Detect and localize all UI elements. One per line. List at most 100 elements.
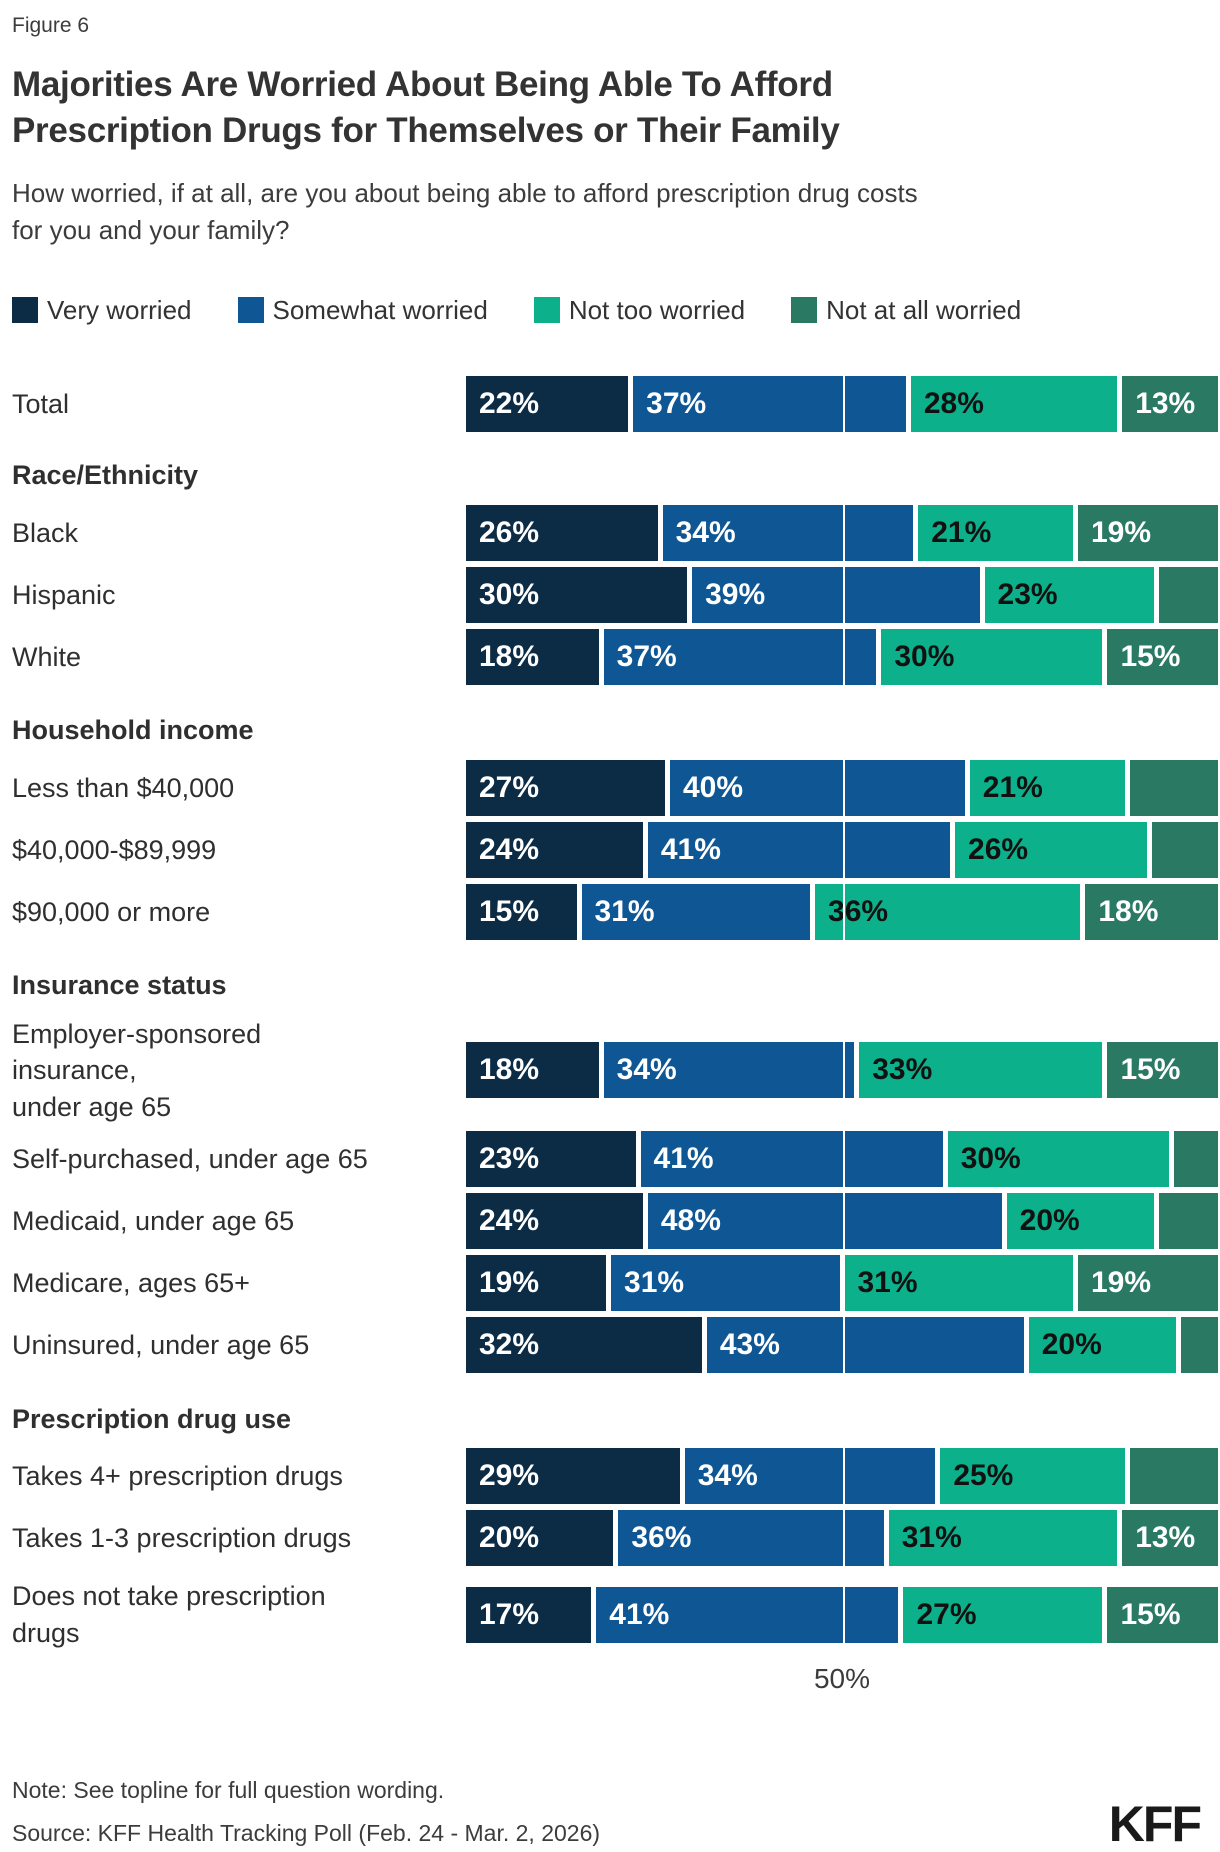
segment-value-label: 37% — [616, 639, 677, 673]
row-label: Does not take prescription drugs — [12, 1581, 326, 1648]
bar-segment-very-worried[interactable]: 23% — [466, 1131, 636, 1188]
bar-segment-very-worried[interactable]: 18% — [466, 628, 599, 685]
segment-value-label: 33% — [872, 1053, 933, 1087]
segment-value-label: 40% — [682, 770, 744, 804]
bar-segment-not-at-all-worried[interactable]: 19% — [1077, 504, 1218, 561]
bar-segment-not-at-all-worried[interactable] — [1129, 1448, 1218, 1505]
stacked-bar: 30% 39% 23% — [466, 566, 1218, 623]
segment-value-label: 15% — [1120, 1597, 1181, 1631]
bar-segment-somewhat-worried[interactable]: 48% — [647, 1193, 1002, 1250]
bar-segment-not-at-all-worried[interactable]: 13% — [1122, 1510, 1218, 1567]
legend-label: Very worried — [47, 294, 192, 325]
bar-segment-not-at-all-worried[interactable]: 18% — [1085, 883, 1218, 940]
legend-swatch-icon — [12, 297, 38, 324]
bar-segment-not-at-all-worried[interactable]: 19% — [1077, 1255, 1218, 1312]
bar-segment-not-too-worried[interactable]: 23% — [984, 566, 1155, 623]
bar-segment-very-worried[interactable]: 20% — [466, 1510, 614, 1567]
bar-segment-not-at-all-worried[interactable]: 13% — [1122, 375, 1218, 432]
bar-segment-very-worried[interactable]: 27% — [466, 759, 665, 816]
bar-segment-very-worried[interactable]: 15% — [466, 883, 577, 940]
bar-segment-not-too-worried[interactable]: 20% — [1028, 1317, 1177, 1374]
stacked-bar: 32% 43% 20% — [466, 1317, 1218, 1374]
chart-row: Medicaid, under age 65 24% 48% 20% — [12, 1193, 1218, 1250]
bar-segment-somewhat-worried[interactable]: 39% — [692, 566, 980, 623]
bar-segment-very-worried[interactable]: 29% — [466, 1448, 680, 1505]
bar-segment-not-too-worried[interactable]: 36% — [815, 883, 1081, 940]
bar-segment-not-at-all-worried[interactable] — [1159, 566, 1218, 623]
bar-segment-not-too-worried[interactable]: 30% — [947, 1131, 1169, 1188]
bar-segment-somewhat-worried[interactable]: 41% — [596, 1586, 899, 1643]
section-header: Household income — [12, 715, 254, 746]
bar-segment-not-too-worried[interactable]: 30% — [881, 628, 1103, 685]
bar-segment-somewhat-worried[interactable]: 41% — [640, 1131, 943, 1188]
stacked-bar: 18% 37% 30% 15% — [466, 628, 1218, 685]
legend-item-very-worried[interactable]: Very worried — [12, 295, 192, 326]
bar-segment-somewhat-worried[interactable]: 31% — [581, 883, 811, 940]
bar-segment-not-too-worried[interactable]: 26% — [955, 821, 1147, 878]
bar-segment-very-worried[interactable]: 24% — [466, 821, 643, 878]
bar-segment-somewhat-worried[interactable]: 43% — [706, 1317, 1024, 1374]
bar-segment-not-at-all-worried[interactable] — [1129, 759, 1218, 816]
bar-segment-somewhat-worried[interactable]: 34% — [603, 1042, 855, 1099]
legend-label: Not at all worried — [826, 294, 1022, 325]
bar-segment-not-at-all-worried[interactable] — [1159, 1193, 1218, 1250]
segment-value-label: 22% — [479, 386, 540, 420]
axis-gridline-label: 50% — [813, 1663, 871, 1694]
bar-segment-somewhat-worried[interactable]: 37% — [603, 628, 877, 685]
segment-value-label: 36% — [828, 894, 889, 928]
bar-segment-not-too-worried[interactable]: 20% — [1006, 1193, 1155, 1250]
stacked-bar: 26% 34% 21% 19% — [466, 504, 1218, 561]
bar-segment-not-at-all-worried[interactable]: 15% — [1107, 1586, 1218, 1643]
bar-segment-very-worried[interactable]: 24% — [466, 1193, 643, 1250]
segment-value-label: 26% — [479, 515, 540, 549]
bar-segment-not-too-worried[interactable]: 31% — [844, 1255, 1073, 1312]
bar-segment-not-too-worried[interactable]: 33% — [859, 1042, 1103, 1099]
bar-segment-very-worried[interactable]: 30% — [466, 566, 688, 623]
segment-value-label: 23% — [479, 1142, 540, 1176]
bar-segment-somewhat-worried[interactable]: 41% — [647, 821, 951, 878]
bar-segment-not-at-all-worried[interactable] — [1181, 1317, 1218, 1374]
legend-item-somewhat-worried[interactable]: Somewhat worried — [237, 294, 488, 326]
chart-rows: Total 22% 37% 28% 13% Race/Ethnicity Black 26% 3… — [12, 375, 1218, 1651]
chart-row: White 18% 37% 30% 15% — [12, 628, 1218, 685]
chart-row: Black 26% 34% 21% 19% — [12, 504, 1218, 561]
segment-value-label: 31% — [624, 1266, 685, 1300]
segment-value-label: 27% — [916, 1597, 977, 1631]
bar-segment-not-too-worried[interactable]: 21% — [918, 504, 1073, 561]
bar-segment-not-too-worried[interactable]: 28% — [910, 375, 1118, 432]
segment-value-label: 48% — [660, 1204, 721, 1238]
segment-value-label: 31% — [594, 894, 655, 928]
chart-row: Employer-sponsored insurance, under age … — [12, 1016, 1218, 1125]
bar-segment-somewhat-worried[interactable]: 36% — [618, 1510, 884, 1567]
bar-segment-not-at-all-worried[interactable]: 15% — [1107, 1042, 1218, 1099]
bar-segment-not-too-worried[interactable]: 21% — [969, 759, 1125, 816]
legend-item-not-at-all-worried[interactable]: Not at all worried — [791, 295, 1021, 326]
chart-row: Hispanic 30% 39% 23% — [12, 566, 1218, 623]
bar-segment-somewhat-worried[interactable]: 34% — [662, 504, 914, 561]
bar-segment-not-too-worried[interactable]: 31% — [888, 1510, 1118, 1567]
legend-label: Somewhat worried — [272, 294, 488, 325]
bar-segment-very-worried[interactable]: 19% — [466, 1255, 607, 1312]
bar-segment-very-worried[interactable]: 32% — [466, 1317, 702, 1374]
chart-subtitle: How worried, if at all, are you about be… — [12, 178, 918, 245]
bar-segment-somewhat-worried[interactable]: 34% — [684, 1448, 936, 1505]
bar-segment-somewhat-worried[interactable]: 37% — [633, 375, 906, 432]
segment-value-label: 17% — [479, 1597, 540, 1631]
bar-segment-somewhat-worried[interactable]: 40% — [669, 759, 965, 816]
bar-segment-not-at-all-worried[interactable] — [1173, 1131, 1218, 1188]
legend-item-not-too-worried[interactable]: Not too worried — [533, 295, 745, 326]
stacked-bar: 22% 37% 28% 13% — [466, 375, 1218, 432]
bar-segment-very-worried[interactable]: 26% — [466, 504, 658, 561]
bar-segment-not-at-all-worried[interactable]: 15% — [1107, 628, 1218, 685]
bar-segment-not-too-worried[interactable]: 27% — [903, 1586, 1103, 1643]
bar-segment-not-at-all-worried[interactable] — [1151, 821, 1218, 878]
bar-segment-very-worried[interactable]: 22% — [466, 375, 629, 432]
footer-note: Note: See topline for full question word… — [12, 1777, 445, 1803]
bar-segment-very-worried[interactable]: 18% — [466, 1042, 599, 1099]
footer-text: Note: See topline for full question word… — [12, 1777, 600, 1847]
bar-segment-somewhat-worried[interactable]: 31% — [611, 1255, 840, 1312]
bar-segment-very-worried[interactable]: 17% — [466, 1586, 592, 1643]
bar-segment-not-too-worried[interactable]: 25% — [940, 1448, 1125, 1505]
segment-value-label: 18% — [479, 639, 540, 673]
